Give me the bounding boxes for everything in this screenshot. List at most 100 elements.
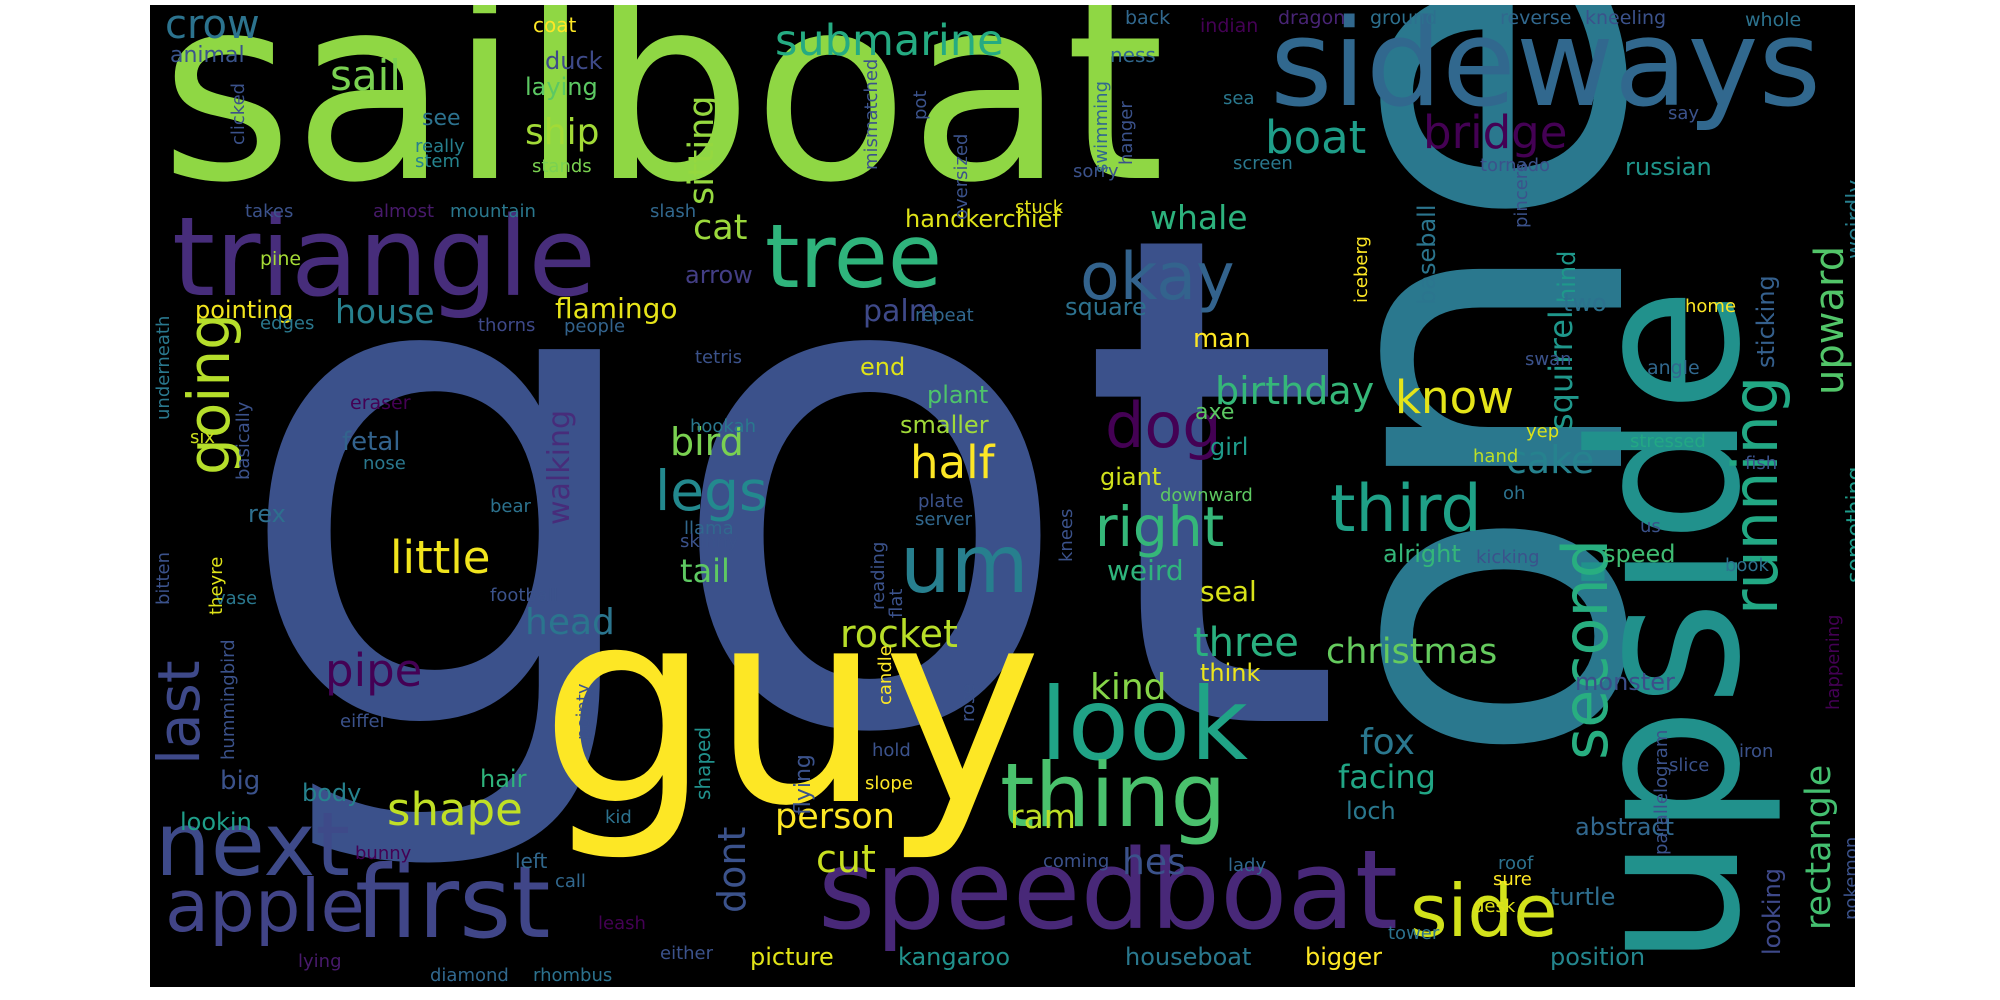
word: kangaroo — [898, 943, 1011, 971]
word: knees — [1056, 508, 1077, 562]
word: either — [660, 943, 714, 964]
word: sorry — [1073, 161, 1119, 182]
word: square — [1065, 293, 1147, 321]
word: side — [1410, 869, 1558, 953]
word: dog — [1105, 389, 1222, 462]
word: tornado — [1480, 155, 1551, 176]
word: boat — [1265, 111, 1367, 164]
word: first — [355, 844, 551, 961]
word: rectangle — [1799, 764, 1839, 930]
word: man — [1193, 324, 1251, 354]
word: downward — [1160, 485, 1253, 506]
word: oh — [1503, 483, 1526, 504]
word: slice — [1669, 755, 1710, 776]
word: going — [175, 313, 243, 475]
word: sure — [1493, 869, 1532, 890]
word: dragon — [1278, 7, 1346, 29]
word: indian — [1200, 15, 1259, 37]
word: swan — [1525, 349, 1572, 370]
word: axe — [1195, 400, 1235, 425]
word: mountain — [450, 201, 536, 222]
word: submarine — [775, 16, 1004, 66]
word: hes — [1122, 842, 1186, 883]
word: hold — [872, 740, 911, 761]
word: repeat — [915, 305, 974, 326]
word: fox — [1360, 722, 1415, 763]
word: squirrel — [1542, 310, 1580, 430]
word: theyre — [206, 556, 227, 615]
word: flying — [791, 754, 816, 815]
word: guy — [540, 550, 1043, 865]
word: okay — [1080, 240, 1235, 315]
word: bridge — [1423, 106, 1568, 159]
word: call — [555, 871, 586, 892]
word: roof — [1498, 853, 1534, 874]
word: ness — [1110, 43, 1156, 67]
word: birthday — [1215, 369, 1375, 413]
word: triangle — [172, 193, 597, 321]
word: weirdly — [1843, 179, 1855, 259]
word: christmas — [1326, 632, 1498, 672]
word: tree — [765, 205, 943, 308]
word: picture — [750, 943, 834, 971]
word: skinny — [680, 531, 739, 552]
word: coat — [533, 13, 577, 37]
word: little — [390, 531, 491, 584]
word: two — [1563, 289, 1607, 317]
word: palm — [863, 294, 938, 329]
word: basically — [233, 401, 254, 480]
word: pointy — [573, 683, 594, 740]
word: upward — [1807, 245, 1853, 395]
word: last — [150, 660, 213, 765]
word: cut — [816, 837, 876, 881]
word: vase — [215, 588, 258, 609]
word: kind — [1090, 667, 1167, 708]
word: stuck — [1015, 197, 1064, 218]
word: slope — [865, 773, 913, 794]
word: reverse — [1500, 7, 1572, 29]
word: something — [1843, 466, 1855, 583]
word: hair — [480, 765, 527, 793]
word: walking — [542, 409, 577, 525]
word: leash — [598, 913, 646, 934]
word: kicking — [1476, 547, 1540, 568]
word: third — [1330, 472, 1482, 547]
word: ship — [525, 112, 600, 153]
word: position — [1550, 943, 1646, 971]
word: person — [775, 797, 895, 837]
word: speedboat — [818, 826, 1398, 954]
word: houseboat — [1125, 943, 1252, 971]
word: really — [415, 136, 465, 157]
word: baseball — [1413, 204, 1441, 306]
word: head — [525, 602, 615, 643]
word: bitten — [153, 551, 174, 605]
word: tail — [680, 552, 730, 590]
word: sail — [330, 51, 401, 100]
word: flamingo — [555, 292, 678, 325]
word: angle — [1647, 357, 1700, 379]
word: clicked — [228, 82, 249, 145]
word: six — [190, 427, 216, 448]
word: home — [1685, 296, 1737, 317]
word: pot — [910, 90, 931, 121]
word: desk — [1473, 896, 1516, 917]
word: diamond — [430, 965, 509, 986]
word: seal — [1200, 575, 1257, 608]
word: pointing — [195, 296, 294, 324]
word: bird — [670, 420, 744, 464]
word: next — [155, 793, 350, 896]
word: girl — [1210, 433, 1249, 461]
word: hummingbird — [218, 639, 239, 760]
word: iron — [1739, 741, 1774, 762]
word: stressed — [1630, 431, 1706, 452]
word: see — [422, 106, 461, 131]
word: facing — [1338, 758, 1436, 796]
word: rose — [958, 683, 979, 722]
word: half — [910, 436, 995, 489]
word: nose — [363, 453, 406, 474]
word: hanger — [1116, 101, 1137, 165]
word: edges — [260, 313, 315, 334]
word: abstract — [1575, 813, 1675, 841]
word: got — [230, 91, 1345, 882]
word: whale — [1150, 198, 1248, 237]
